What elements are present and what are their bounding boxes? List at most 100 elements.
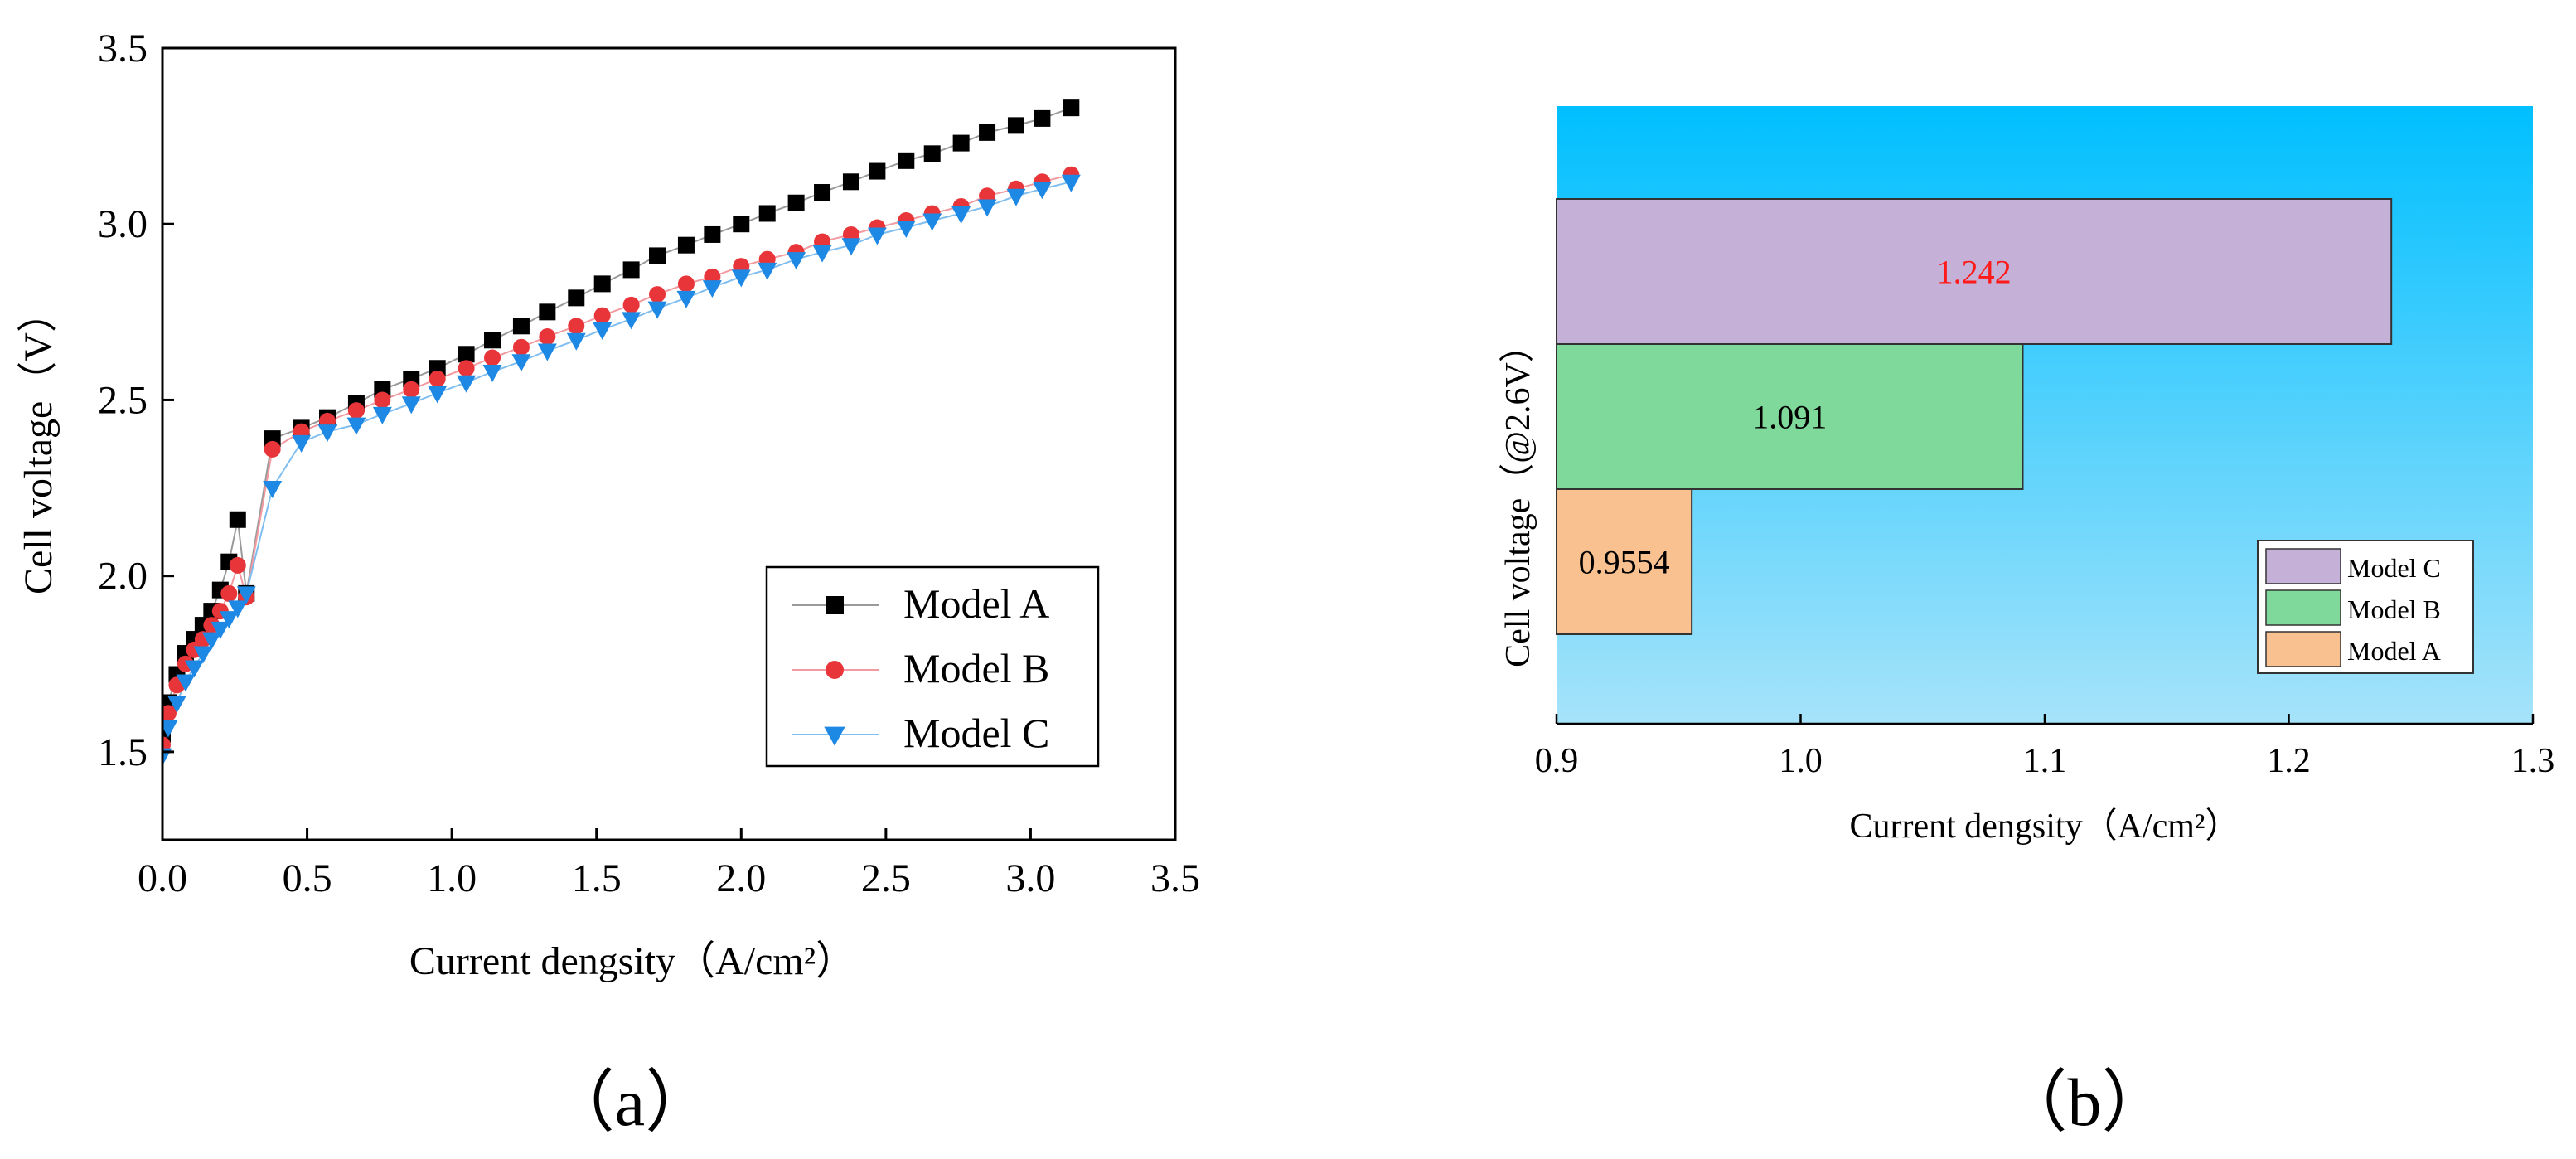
x-tick-label: 0.9 — [1535, 742, 1579, 780]
data-point-model-c — [401, 396, 421, 415]
data-point-model-a — [898, 152, 915, 169]
data-point-model-c — [184, 660, 204, 678]
data-point-model-c — [593, 322, 613, 341]
data-point-model-c — [1006, 188, 1026, 206]
bar-model-b-rect — [1556, 343, 2024, 490]
x-tick-label: 0.0 — [138, 856, 187, 900]
data-point-model-a — [458, 346, 475, 363]
data-point-model-c — [201, 632, 221, 650]
x-tick-label: 3.5 — [1150, 856, 1200, 900]
data-point-model-b — [512, 338, 530, 356]
legend-swatch-model-b — [2265, 589, 2341, 626]
data-point-model-c — [211, 621, 230, 639]
data-point-model-a — [979, 124, 996, 141]
line-chart-ylabel: Cell voltage（V） — [17, 293, 61, 594]
data-point-model-c — [922, 213, 942, 231]
data-point-model-a — [814, 184, 831, 201]
bar-model-c: 1.242 — [1556, 198, 2393, 345]
data-point-model-a — [1034, 109, 1051, 127]
data-point-model-a — [733, 216, 750, 233]
data-point-model-b — [429, 370, 446, 387]
data-point-model-c — [566, 332, 586, 351]
line-chart-axes: 0.0 0.5 1.0 1.5 2.0 2.5 3.0 3.5 1.5 2.0 2.5 3.0 3.5 — [98, 27, 1200, 900]
data-point-model-c — [167, 695, 186, 713]
line-chart-xlabel: Current dengsity（A/cm²） — [409, 939, 855, 983]
legend-marker-model-c — [824, 726, 845, 746]
legend-label-model-c: Model C — [2347, 553, 2441, 583]
line-chart-frame — [161, 46, 1177, 841]
data-point-model-c — [511, 354, 531, 372]
data-point-model-a — [568, 289, 585, 307]
data-point-model-a — [842, 173, 859, 191]
data-point-model-c — [457, 375, 477, 393]
legend-label-model-c: Model C — [903, 710, 1049, 756]
data-point-model-b — [484, 349, 501, 366]
data-point-model-a — [593, 275, 611, 293]
data-point-model-c — [482, 364, 502, 382]
data-point-model-b — [568, 318, 585, 335]
data-point-model-c — [162, 720, 178, 738]
data-point-model-b — [347, 402, 365, 419]
x-tick-label: 1.1 — [2023, 742, 2067, 780]
bar-value-label-model-b: 1.091 — [1752, 399, 1827, 436]
legend-marker-model-a — [826, 596, 844, 614]
data-point-model-c — [731, 269, 751, 288]
data-point-model-c — [622, 312, 642, 330]
line-chart-legend: Model A Model B Model C — [765, 565, 1100, 768]
legend-swatch-model-c — [2265, 548, 2341, 584]
x-tick-label: 1.2 — [2267, 742, 2311, 780]
legend-label-model-a: Model A — [2347, 636, 2441, 666]
bar-model-a-rect — [1556, 488, 1693, 635]
data-point-model-a — [1063, 99, 1080, 117]
x-tick-label: 0.5 — [283, 856, 332, 900]
data-point-model-c — [176, 674, 196, 692]
data-point-model-c — [1061, 174, 1081, 192]
data-point-model-c — [867, 227, 887, 245]
data-point-model-a — [512, 318, 530, 335]
data-point-model-c — [292, 434, 312, 453]
data-point-model-b — [622, 296, 640, 313]
panel-a: 0.0 0.5 1.0 1.5 2.0 2.5 3.0 3.51.52.02.53.03.5 … — [17, 27, 1200, 1140]
data-point-model-c — [758, 262, 777, 280]
data-point-model-c — [537, 343, 557, 361]
bar-chart-ylabel: Cell voltage（@2.6V） — [1499, 327, 1537, 667]
data-point-model-a — [229, 511, 246, 528]
legend-marker-model-b — [826, 661, 844, 679]
data-point-model-b — [374, 391, 391, 409]
data-point-model-c — [1032, 182, 1052, 200]
x-tick-label: 1.3 — [2511, 742, 2555, 780]
x-tick-label: 1.5 — [572, 856, 622, 900]
y-tick-label: 3.5 — [98, 27, 148, 70]
line-chart-legend-box — [765, 565, 1100, 768]
data-point-model-b — [593, 307, 611, 324]
data-point-model-c — [812, 245, 832, 263]
data-point-model-c — [951, 206, 971, 224]
bar-value-label-model-c: 1.242 — [1937, 254, 2012, 291]
data-point-model-a — [952, 134, 970, 152]
data-point-model-a — [484, 332, 501, 349]
data-point-model-a — [539, 303, 556, 321]
x-tick-label: 1.0 — [427, 856, 477, 900]
data-point-model-c — [263, 481, 283, 499]
y-tick-label: 3.0 — [98, 202, 148, 246]
data-point-model-c — [346, 417, 366, 435]
y-tick-label: 2.0 — [98, 555, 148, 599]
legend-label-model-b: Model B — [2347, 594, 2441, 624]
bar-chart-legend: Model C Model B Model A — [2257, 540, 2474, 674]
data-point-model-c — [372, 406, 392, 424]
data-point-model-b — [539, 328, 556, 346]
data-point-model-b — [677, 275, 695, 293]
data-point-model-a — [649, 247, 666, 264]
data-point-model-b — [162, 705, 177, 722]
data-point-model-c — [841, 238, 861, 256]
data-point-model-b — [403, 381, 420, 398]
data-point-model-c — [193, 646, 213, 664]
y-tick-label: 2.5 — [98, 378, 148, 422]
data-point-model-a — [869, 162, 886, 180]
data-point-model-b — [649, 286, 666, 303]
data-point-model-a — [622, 261, 640, 279]
bar-chart-axes: 0.9 1.0 1.1 1.2 1.3 — [1535, 714, 2555, 780]
x-tick-label: 2.0 — [716, 856, 766, 900]
bar-model-b: 1.091 — [1556, 343, 2024, 490]
